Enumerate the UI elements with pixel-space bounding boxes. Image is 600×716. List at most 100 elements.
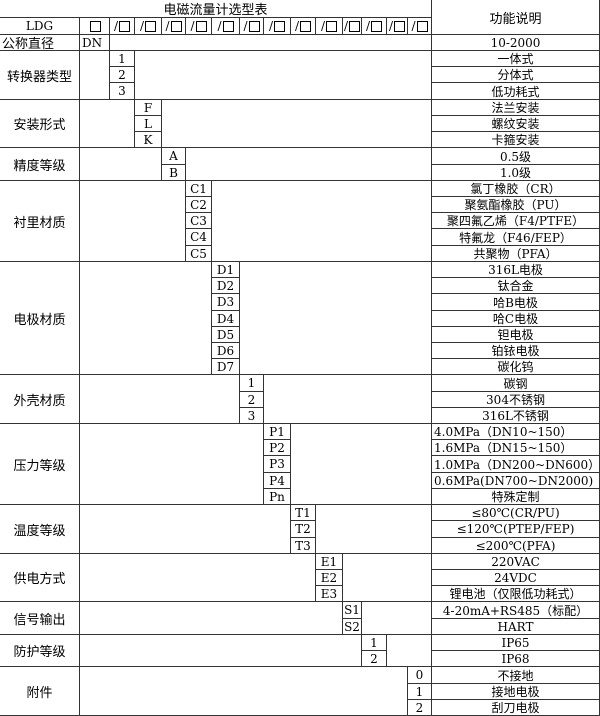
group-label: 供电方式: [0, 554, 80, 602]
group-label: 安装形式: [0, 100, 80, 148]
option-description: 钛合金: [432, 278, 600, 294]
blank-cell: [212, 181, 432, 262]
blank-cell: [387, 635, 432, 667]
model-slot: /: [362, 18, 387, 35]
blank-cell: [316, 505, 432, 554]
option-description: 铂铱电极: [432, 343, 600, 359]
option-description: 220VAC: [432, 554, 600, 570]
blank-cell: [80, 51, 110, 100]
model-slot: /: [408, 18, 432, 35]
blank-cell: [80, 375, 240, 424]
option-code: D3: [212, 294, 240, 311]
slot-box: [371, 20, 383, 32]
option-description: 卡箍安装: [432, 132, 600, 148]
option-description: 特殊定制: [432, 489, 600, 505]
option-description: 分体式: [432, 67, 600, 83]
group-label: 外壳材质: [0, 375, 80, 424]
blank-cell: [80, 667, 408, 716]
option-code: C2: [186, 197, 212, 213]
option-code: D1: [212, 262, 240, 278]
option-description: 316L电极: [432, 262, 600, 278]
slot-box: [170, 20, 182, 32]
group-label: 压力等级: [0, 424, 80, 505]
slot-box: [145, 20, 157, 32]
option-description: 4-20mA+RS485（标配）: [432, 602, 600, 619]
option-description: 1.0级: [432, 165, 600, 181]
model-slot: /: [186, 18, 212, 35]
option-description: 哈B电极: [432, 294, 600, 311]
option-description: 刮刀电极: [432, 700, 600, 716]
option-code: 3: [240, 408, 264, 424]
slot-box: [326, 20, 338, 32]
option-code: S1: [343, 602, 362, 619]
option-code: 1: [408, 684, 432, 700]
group-label: 转换器类型: [0, 51, 80, 100]
model-slot: /: [212, 18, 240, 35]
blank-cell: [186, 148, 432, 181]
group-label: 衬里材质: [0, 181, 80, 262]
model-prefix: LDG: [0, 18, 80, 35]
blank-cell: [80, 424, 264, 505]
option-code: C1: [186, 181, 212, 197]
option-code: K: [135, 132, 162, 148]
group-label: 精度等级: [0, 148, 80, 181]
option-description: 共聚物（PFA）: [432, 246, 600, 262]
option-description: 1.6MPa（DN15~150）: [432, 440, 600, 456]
slot-box: [119, 20, 131, 32]
option-code: 2: [110, 67, 135, 83]
option-description: 不接地: [432, 667, 600, 684]
option-code: D2: [212, 278, 240, 294]
model-slot: /: [135, 18, 162, 35]
option-code: E3: [316, 586, 343, 602]
option-description: 聚四氟乙烯（F4/PTFE）: [432, 213, 600, 229]
option-code: T1: [291, 505, 316, 521]
slot-box: [222, 20, 234, 32]
option-code: 3: [110, 83, 135, 100]
option-code: P4: [264, 473, 291, 489]
option-code: E1: [316, 554, 343, 570]
model-slot: /: [343, 18, 362, 35]
blank-cell: [264, 375, 432, 424]
slot-box: [416, 20, 428, 32]
option-description: 聚氨酯橡胶（PU）: [432, 197, 600, 213]
option-code: 1: [362, 635, 387, 651]
option-code: D4: [212, 311, 240, 327]
table-title: 电磁流量计选型表: [0, 0, 432, 18]
blank-cell: [80, 505, 291, 554]
model-slot: [80, 18, 110, 35]
option-description: 碳化钨: [432, 359, 600, 375]
option-code: P2: [264, 440, 291, 456]
option-description: 24VDC: [432, 570, 600, 586]
option-description: 4.0MPa（DN10~150）: [432, 424, 600, 440]
option-code: L: [135, 116, 162, 132]
option-description: 304不锈钢: [432, 392, 600, 408]
option-code: C4: [186, 229, 212, 246]
option-code: T2: [291, 521, 316, 538]
option-code: D5: [212, 327, 240, 343]
option-code: P3: [264, 456, 291, 473]
option-description: 一体式: [432, 51, 600, 67]
option-code: A: [162, 148, 186, 165]
option-description: 锂电池（仅限低功耗式）: [432, 586, 600, 602]
blank-cell: [135, 51, 432, 100]
option-description: ≤200℃(PFA): [432, 538, 600, 554]
group-label: 防护等级: [0, 635, 80, 667]
blank-cell: [343, 554, 432, 602]
blank-cell: [80, 554, 316, 602]
slot-box: [394, 20, 406, 32]
model-slot: /: [264, 18, 291, 35]
blank-cell: [291, 424, 432, 505]
option-description: 0.5级: [432, 148, 600, 165]
model-slot: /: [387, 18, 408, 35]
option-code: C5: [186, 246, 212, 262]
group-label: 温度等级: [0, 505, 80, 554]
blank-cell: [240, 262, 432, 375]
option-description: 哈C电极: [432, 311, 600, 327]
blank-cell: [110, 35, 432, 51]
group-label: 电极材质: [0, 262, 80, 375]
option-description: 特氟龙（F46/FEP）: [432, 229, 600, 246]
model-slot: /: [316, 18, 343, 35]
option-description: 316L不锈钢: [432, 408, 600, 424]
option-description: IP65: [432, 635, 600, 651]
